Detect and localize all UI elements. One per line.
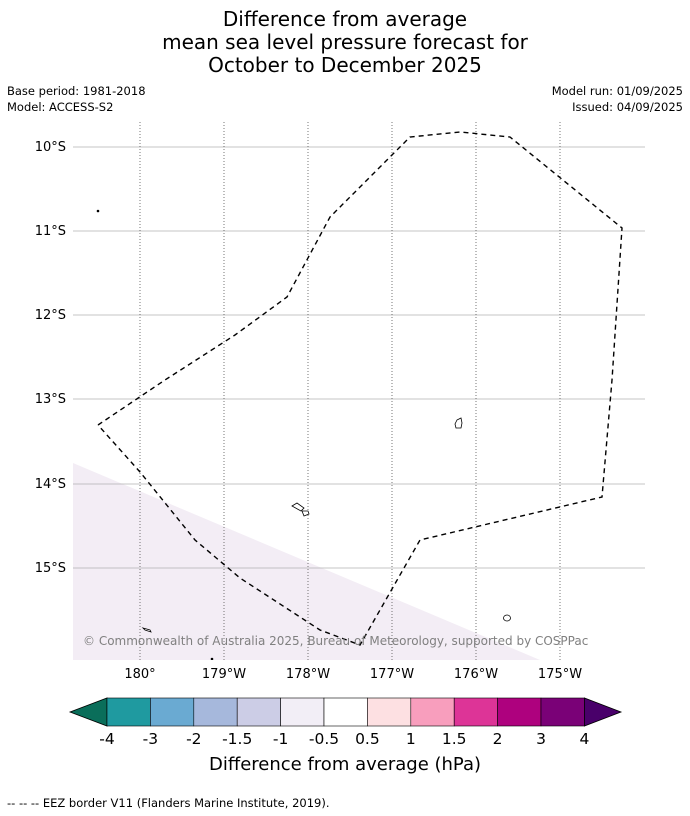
colorbar-label: -4 xyxy=(99,730,114,748)
colorbar: -4 -3 -2 -1.5 -1 -0.5 0.5 1 1.5 2 3 4 Di… xyxy=(68,697,623,775)
model-name: Model: ACCESS-S2 xyxy=(7,100,114,114)
map-panel: © Commonwealth of Australia 2025, Bureau… xyxy=(73,122,645,660)
island-northwest xyxy=(96,209,100,213)
lat-label-13s: 13°S xyxy=(35,392,66,407)
colorbar-box xyxy=(497,697,542,727)
model-info: Base period: 1981-2018 Model: ACCESS-S2 xyxy=(7,83,146,115)
colorbar-label: 0.5 xyxy=(355,730,380,748)
lat-label-10s: 10°S xyxy=(35,140,66,155)
colorbar-label: -1.5 xyxy=(222,730,252,748)
lon-label-176w: 176°W xyxy=(454,667,498,682)
colorbar-box xyxy=(236,697,281,727)
eez-legend: -- -- -- EEZ border V11 (Flanders Marine… xyxy=(7,796,330,810)
map-figure: © Commonwealth of Australia 2025, Bureau… xyxy=(35,122,645,775)
lon-label-179w: 179°W xyxy=(202,667,246,682)
island-southwest xyxy=(141,627,152,633)
latitude-gridlines xyxy=(73,146,645,569)
colorbar-tick-labels: -4 -3 -2 -1.5 -1 -0.5 0.5 1 1.5 2 3 4 xyxy=(99,730,589,748)
lon-label-177w: 177°W xyxy=(370,667,414,682)
longitude-labels: 180° 179°W 178°W 177°W 176°W 175°W xyxy=(124,667,582,682)
islands xyxy=(96,209,511,660)
run-info: Model run: 01/09/2025 Issued: 04/09/2025 xyxy=(552,83,683,115)
island-east xyxy=(454,417,463,429)
colorbar-box xyxy=(106,697,151,727)
colorbar-label: -3 xyxy=(143,730,158,748)
colorbar-box xyxy=(323,697,368,727)
eez-border xyxy=(97,131,623,646)
colorbar-label: 1.5 xyxy=(442,730,467,748)
colorbar-label: 4 xyxy=(579,730,589,748)
colorbar-label: -2 xyxy=(186,730,201,748)
anomaly-region-negative-0-5 xyxy=(73,463,540,660)
lon-label-178w: 178°W xyxy=(286,667,330,682)
island-west-1 xyxy=(291,502,305,512)
colorbar-box xyxy=(410,697,455,727)
lon-label-180: 180° xyxy=(124,667,155,682)
colorbar-label: -0.5 xyxy=(309,730,339,748)
island-west-2 xyxy=(301,510,310,517)
colorbar-label: 2 xyxy=(493,730,503,748)
colorbar-arrow-right xyxy=(584,697,623,727)
colorbar-box xyxy=(280,697,325,727)
lat-label-12s: 12°S xyxy=(35,308,66,323)
island-south xyxy=(503,614,511,622)
colorbar-box xyxy=(453,697,498,727)
colorbar-label: 3 xyxy=(536,730,546,748)
issued-date: Issued: 04/09/2025 xyxy=(572,100,683,114)
lat-label-15s: 15°S xyxy=(35,561,66,576)
colorbar-label: -1 xyxy=(273,730,288,748)
map-title: Difference from average mean sea level p… xyxy=(0,8,690,77)
colorbar-box xyxy=(367,697,412,727)
title-line-3: October to December 2025 xyxy=(208,53,482,77)
colorbar-arrow-left xyxy=(68,697,108,727)
island-south-edge xyxy=(210,657,214,660)
colorbar-box xyxy=(150,697,195,727)
title-line-2: mean sea level pressure forecast for xyxy=(162,30,528,54)
colorbar-box xyxy=(193,697,238,727)
latitude-labels: 10°S 11°S 12°S 13°S 14°S 15°S xyxy=(35,140,66,576)
model-run: Model run: 01/09/2025 xyxy=(551,84,683,98)
copyright-text: © Commonwealth of Australia 2025, Bureau… xyxy=(83,634,588,648)
lat-label-14s: 14°S xyxy=(35,477,66,492)
lat-label-11s: 11°S xyxy=(35,224,66,239)
colorbar-box xyxy=(540,697,585,727)
lon-label-175w: 175°W xyxy=(538,667,582,682)
title-line-1: Difference from average xyxy=(222,7,468,31)
colorbar-title: Difference from average (hPa) xyxy=(209,754,481,775)
base-period: Base period: 1981-2018 xyxy=(7,84,146,98)
colorbar-label: 1 xyxy=(406,730,416,748)
